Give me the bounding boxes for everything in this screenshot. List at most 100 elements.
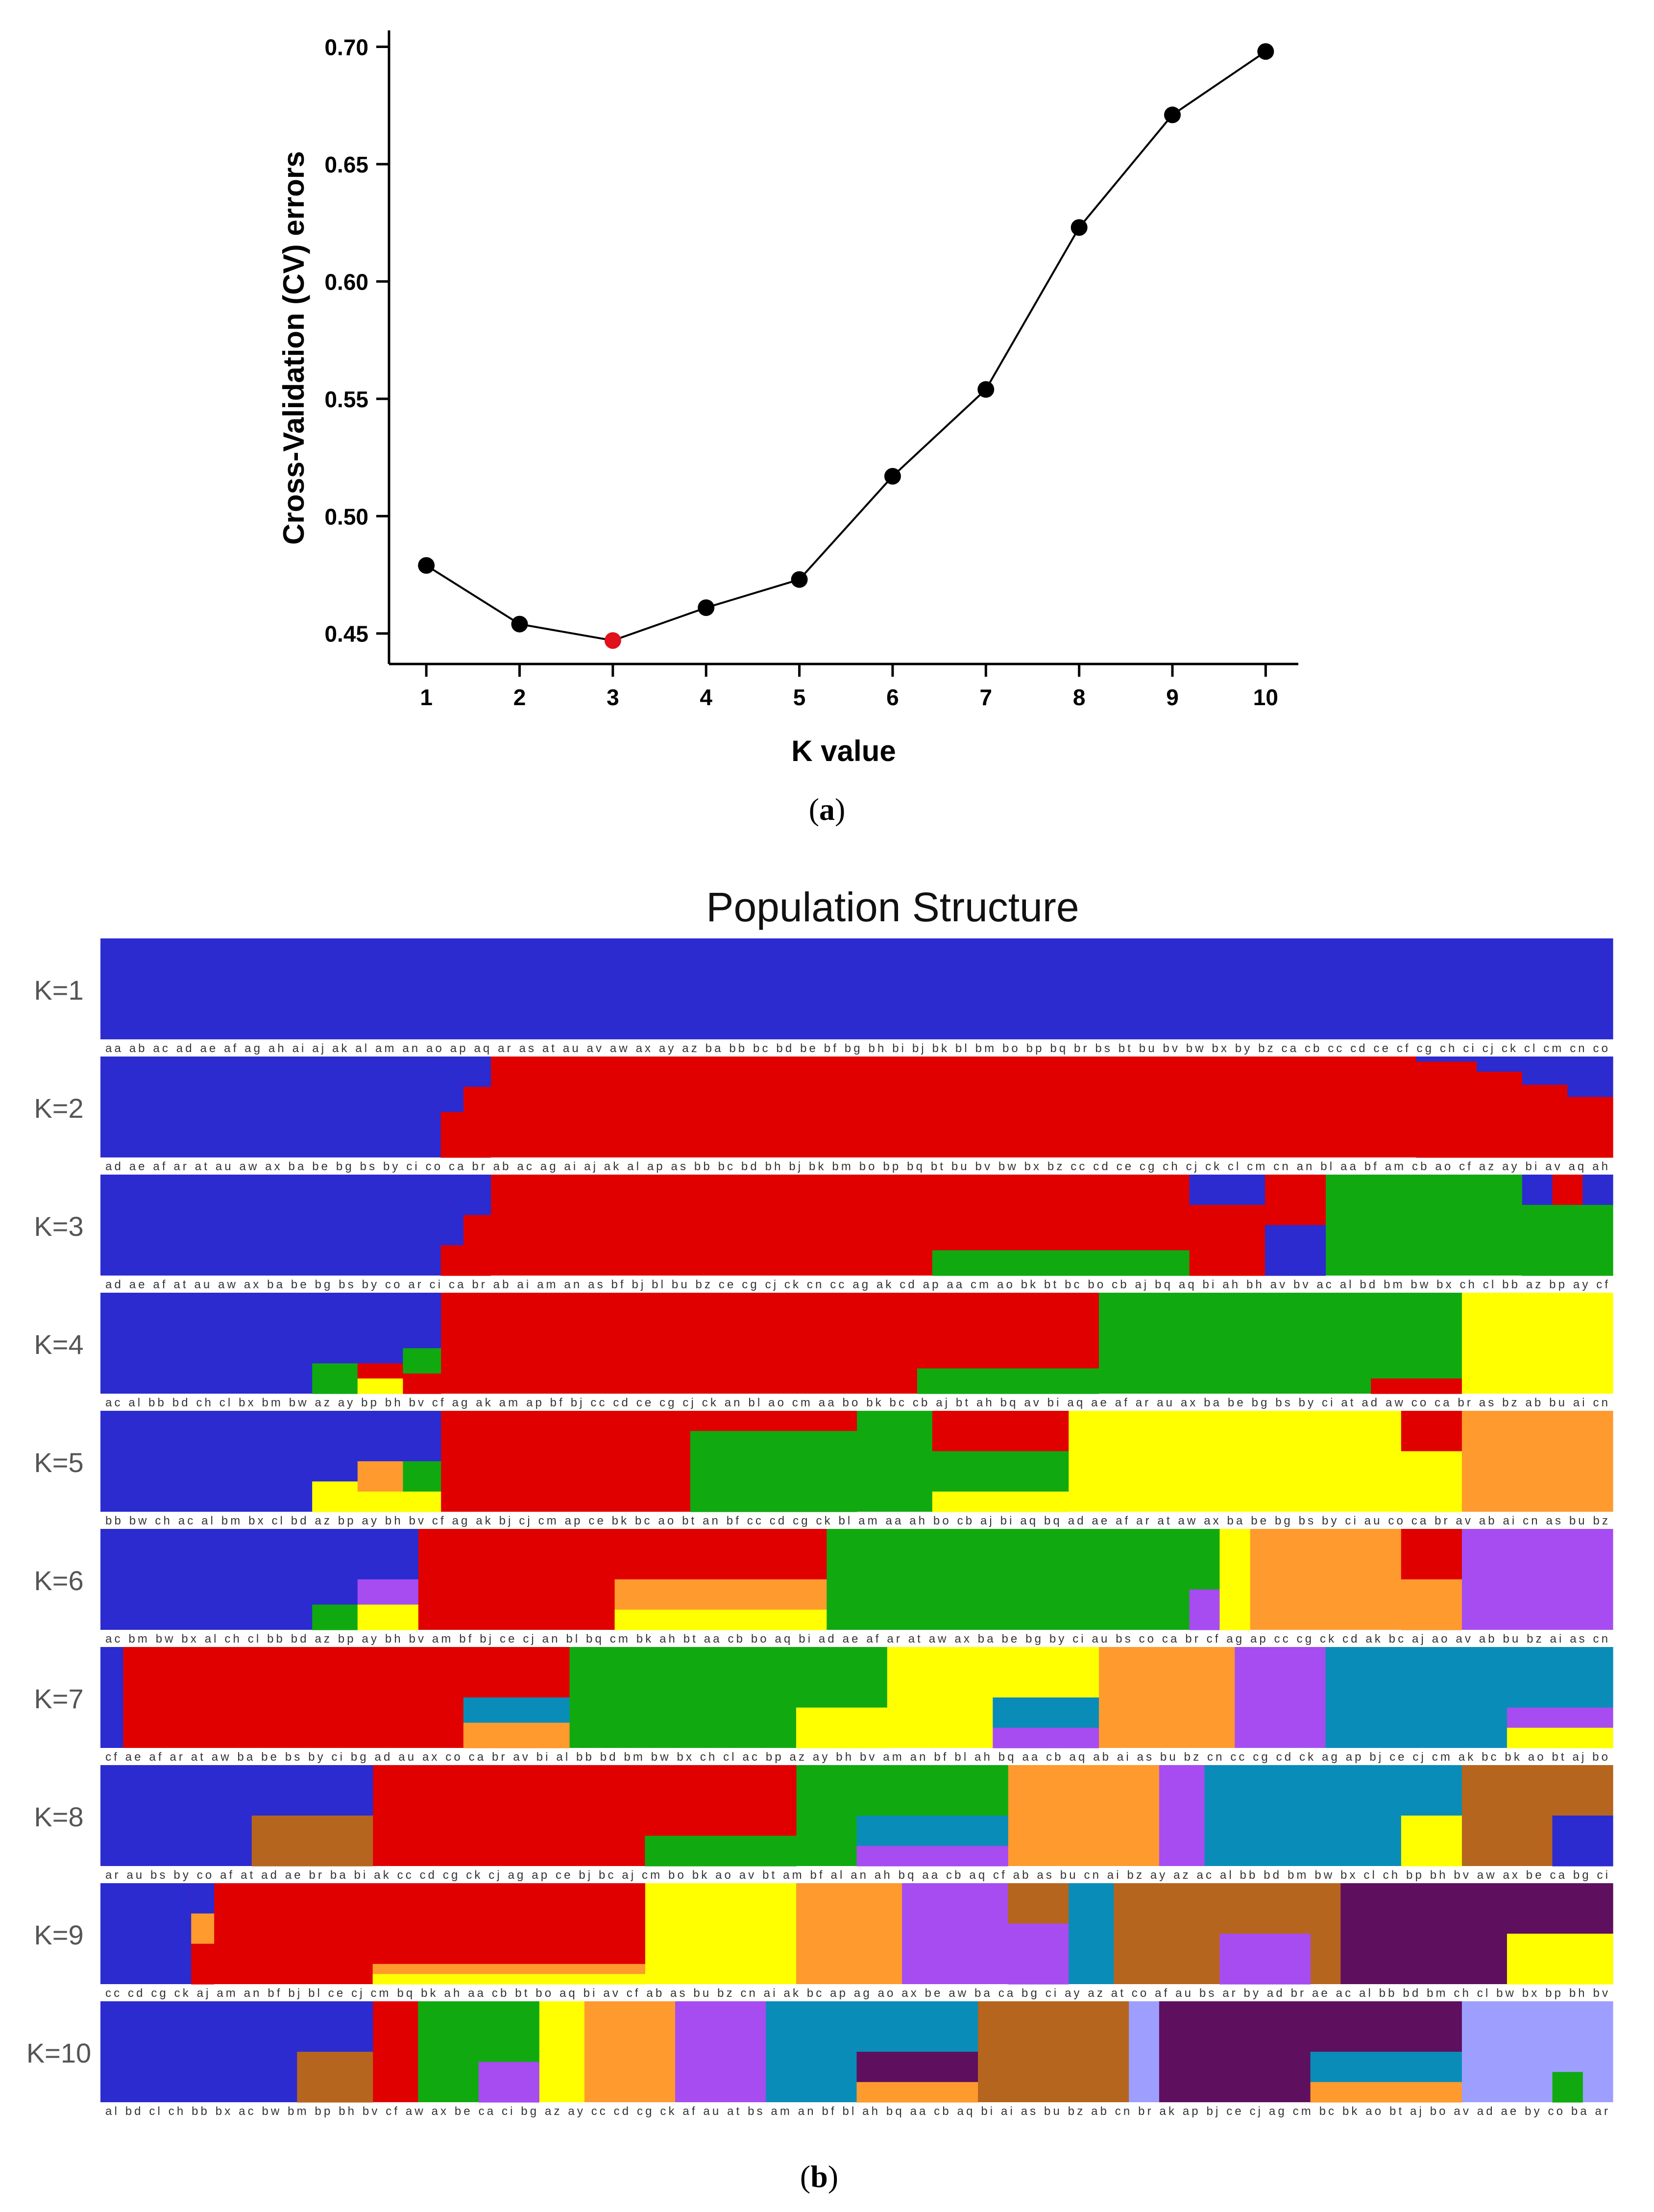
- ancestry-bar-part: [403, 1461, 441, 1492]
- ancestry-bar-part: [614, 1579, 827, 1610]
- ancestry-segment: [1461, 1293, 1613, 1394]
- y-tick-label: 0.45: [324, 621, 368, 647]
- ancestry-bar-part: [1477, 1057, 1523, 1072]
- ancestry-bar-part: [1219, 1529, 1250, 1630]
- ancestry-bar-part: [1219, 1934, 1311, 1985]
- ancestry-bar-part: [1477, 1071, 1523, 1158]
- structure-row: K=9 cc cd cg ck aj am an bf bj bl ce cj c…: [34, 1883, 1613, 2000]
- ancestry-bar-part: [357, 1378, 403, 1394]
- ancestry-bar-part: [1416, 1061, 1477, 1158]
- structure-row: K=4 ac al bb bd ch cl bx bm bw az ay bp b…: [34, 1293, 1613, 1409]
- x-tick-label: 4: [700, 685, 712, 710]
- ancestry-bar-part: [1522, 1204, 1553, 1276]
- ancestry-bar-part: [856, 1765, 1008, 1816]
- x-tick-label: 8: [1073, 685, 1086, 710]
- ancestry-bar-part: [312, 1481, 358, 1512]
- ancestry-segment: [584, 2001, 676, 2102]
- ancestry-bar-part: [645, 1765, 797, 1836]
- ancestry-bar-part: [357, 1461, 403, 1492]
- ancestry-bar-part: [312, 1411, 358, 1482]
- ancestry-bar-part: [312, 1529, 358, 1605]
- ancestry-bar-part: [1522, 1084, 1568, 1158]
- structure-row-label: K=2: [34, 1093, 83, 1124]
- ancestry-bar-part: [614, 1529, 827, 1580]
- ancestry-bar-part: [856, 2052, 978, 2083]
- panel-b-caption: (b): [800, 2159, 839, 2194]
- ancestry-bar-part: [440, 1245, 464, 1276]
- ancestry-bar-part: [1310, 2052, 1462, 2083]
- ancestry-segment: [1461, 1411, 1613, 1512]
- structure-row: K=1 aa ab ac ad ae af ag ah ai aj ak al a…: [34, 938, 1613, 1055]
- ancestry-bar-part: [1507, 1647, 1613, 1708]
- ancestry-bar-part: [357, 1491, 403, 1512]
- structure-row: K=10 al bd cl ch bb bx ac bw bm bp bh bv …: [26, 2001, 1613, 2118]
- ancestry-segment: [100, 938, 1613, 1039]
- ancestry-bar-part: [690, 1411, 857, 1431]
- ancestry-bar-part: [614, 1609, 827, 1630]
- ancestry-segment: [826, 1529, 1220, 1630]
- ancestry-bar-part: [403, 1293, 441, 1349]
- x-tick-label: 1: [420, 685, 433, 710]
- structure-row-label: K=6: [34, 1565, 83, 1596]
- sample-order-labels: cf ae af ar at aw ba be bs by ci bg ad a…: [105, 1750, 1608, 1764]
- ancestry-bar-part: [357, 1579, 418, 1605]
- structure-row: K=6 ac bm bw bx al ch cl bb bd az bp ay b…: [34, 1529, 1613, 1646]
- structure-rows: K=1 aa ab ac ad ae af ag ah ai aj ak al a…: [26, 938, 1613, 2118]
- ancestry-segment: [440, 1411, 691, 1512]
- panel-a-cv-chart: 0.45 0.50 0.55 0.60 0.65 0.70 1 2 3 4 5 6 7 8 9 10 K va…: [0, 0, 1654, 858]
- ancestry-bar-part: [1008, 1923, 1069, 1985]
- ancestry-bar-part: [297, 2052, 373, 2103]
- cv-point: [1164, 106, 1181, 123]
- ancestry-bar-part: [932, 1250, 1190, 1276]
- cv-error-line: [426, 50, 1266, 642]
- ancestry-bar-part: [1401, 1816, 1462, 1867]
- ancestry-bar-part: [993, 1727, 1099, 1748]
- structure-row-label: K=10: [26, 2038, 91, 2068]
- panel-a-caption: (a): [808, 792, 846, 827]
- ancestry-segment: [1068, 1883, 1114, 1984]
- ancestry-bar-part: [463, 1722, 570, 1748]
- sample-order-labels: aa ab ac ad ae af ag ah ai aj ak al am a…: [105, 1042, 1608, 1055]
- ancestry-bar-part: [796, 1647, 887, 1708]
- sample-order-labels: ad ae af ar at au aw ax ba be bg bs by c…: [105, 1160, 1608, 1173]
- ancestry-bar-part: [478, 2001, 539, 2063]
- structure-row: K=8 ar au bs by co af at ad ae br ba bi a…: [34, 1765, 1613, 1882]
- ancestry-segment: [1008, 1765, 1160, 1866]
- ancestry-bar-part: [1371, 1378, 1462, 1394]
- ancestry-segment: [645, 1883, 797, 1984]
- ancestry-bar-part: [1416, 1057, 1477, 1062]
- ancestry-bar-part: [312, 1363, 358, 1394]
- ancestry-segment: [100, 1057, 441, 1157]
- ancestry-bar-part: [1552, 1765, 1613, 1816]
- ancestry-bar-part: [1401, 1765, 1462, 1816]
- y-axis-title: Cross-Validation (CV) errors: [277, 151, 310, 545]
- sample-order-labels: ar au bs by co af at ad ae br ba bi ak c…: [105, 1868, 1608, 1882]
- ancestry-bar-part: [372, 1964, 645, 1974]
- ancestry-bar-part: [357, 1363, 403, 1379]
- structure-row-label: K=8: [34, 1801, 83, 1832]
- cv-point: [884, 467, 901, 485]
- ancestry-bar-part: [1582, 1204, 1613, 1276]
- ancestry-bar-part: [463, 1175, 491, 1215]
- ancestry-bar-part: [1582, 1175, 1613, 1205]
- ancestry-bar-part: [932, 1175, 1190, 1251]
- sample-order-labels: ac bm bw bx al ch cl bb bd az bp ay bh b…: [105, 1632, 1608, 1646]
- ancestry-bar-part: [856, 1816, 1008, 1846]
- ancestry-segment: [1129, 2001, 1160, 2102]
- ancestry-segment: [100, 1647, 123, 1748]
- ancestry-bar-part: [251, 1765, 373, 1816]
- y-tick-label: 0.50: [324, 504, 368, 529]
- ancestry-bar-part: [463, 1057, 491, 1087]
- ancestry-bar-part: [463, 1086, 491, 1158]
- sample-order-labels: cc cd cg ck aj am an bf bj bl ce cj cm b…: [105, 1987, 1608, 2000]
- y-tick-label: 0.60: [324, 269, 368, 295]
- ancestry-bar-part: [1552, 1204, 1583, 1276]
- ancestry-bar-part: [463, 1697, 570, 1723]
- ancestry-bar-part: [1189, 1589, 1220, 1630]
- ancestry-segment: [100, 1883, 192, 1984]
- y-tick-label: 0.55: [324, 387, 368, 412]
- ancestry-bar-part: [1189, 1204, 1265, 1276]
- ancestry-bar-part: [463, 1215, 491, 1276]
- ancestry-bar-part: [1507, 1707, 1613, 1728]
- y-tick-label: 0.70: [324, 35, 368, 60]
